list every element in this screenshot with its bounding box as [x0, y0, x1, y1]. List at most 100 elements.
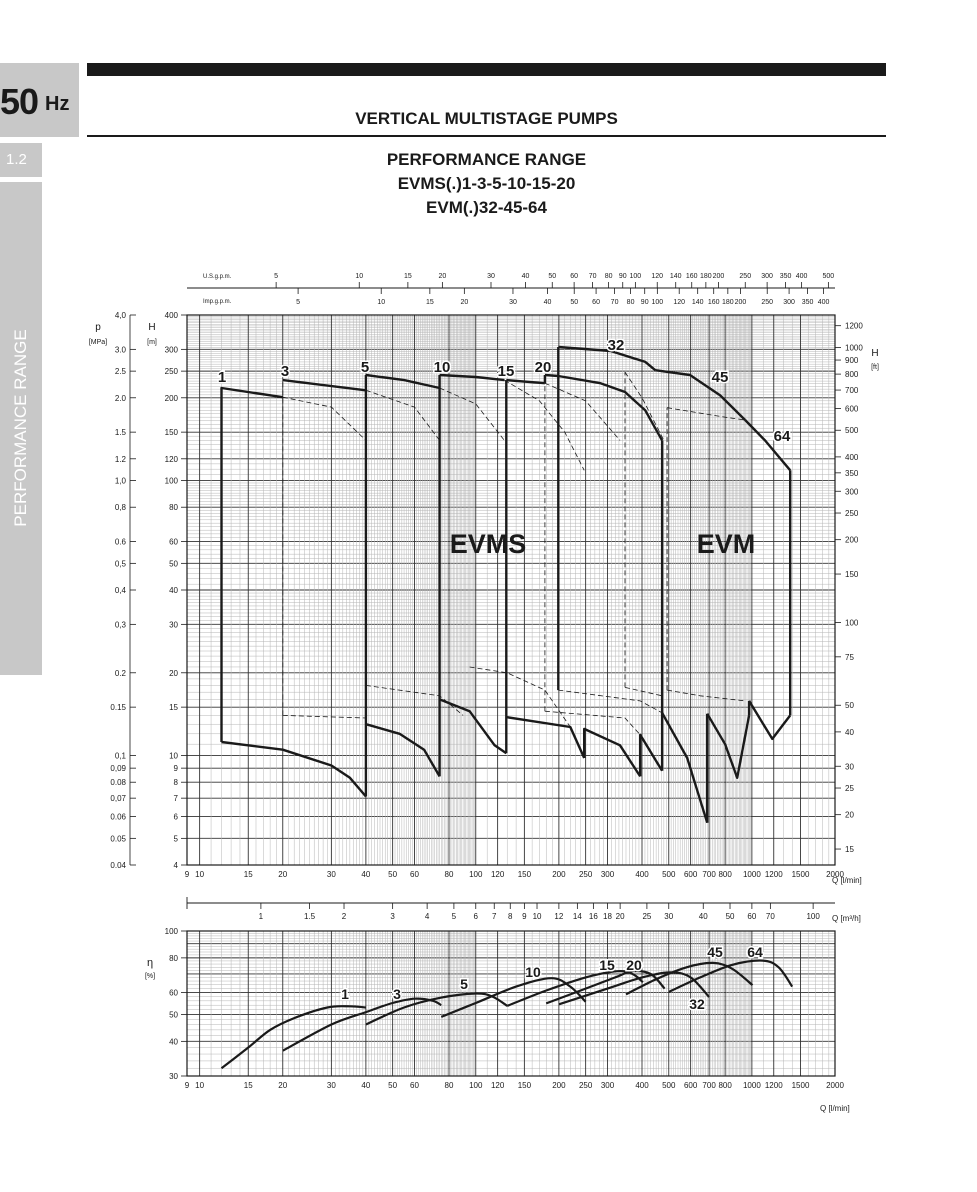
pressure-axis-tick-label: 1,0: [115, 477, 127, 486]
m3h-tick-label: 4: [425, 912, 430, 921]
head-curve-45: [706, 713, 751, 779]
ft-axis-unit: [ft]: [871, 364, 879, 371]
m3h-tick-label: 7: [492, 912, 497, 921]
m3h-tick-label: 70: [766, 912, 775, 921]
imp-gpm-tick-label: 140: [692, 299, 704, 306]
us-gpm-tick-label: 140: [670, 273, 682, 280]
head-curve-5: [365, 723, 441, 778]
q-axis-tick-label: 700: [702, 1081, 716, 1090]
efficiency-curve-5: [365, 992, 508, 1026]
pressure-axis-tick-label: 2.5: [115, 367, 127, 376]
ft-axis-tick-label: 300: [845, 487, 859, 496]
q-axis-tick-label: 2000: [826, 1081, 844, 1090]
efficiency-curve-1: [220, 1005, 366, 1070]
imp-gpm-tick-label: 400: [818, 299, 830, 306]
q-axis-tick-label: 100: [469, 1081, 483, 1090]
head-curve-32: [661, 712, 709, 824]
us-gpm-tick-label: 70: [589, 273, 597, 280]
head-curve-32: [639, 733, 664, 777]
q-axis-tick-label: 800: [718, 1081, 732, 1090]
m3h-tick-label: 10: [533, 912, 542, 921]
q-axis-tick-label: 10: [195, 1081, 204, 1090]
frequency-number: 50: [0, 81, 39, 122]
h-axis-tick-label: 120: [165, 455, 179, 464]
m3h-tick-label: 5: [452, 912, 457, 921]
us-gpm-tick-label: 250: [739, 273, 751, 280]
q-axis-tick-label: 500: [662, 1081, 676, 1090]
head-curve-10: [439, 373, 505, 382]
pressure-axis-tick-label: 0.06: [110, 813, 126, 822]
imp-gpm-tick-label: 50: [570, 299, 578, 306]
h-axis-tick-label: 8: [174, 778, 179, 787]
ft-axis-tick-label: 800: [845, 370, 859, 379]
us-gpm-tick-label: 60: [570, 273, 578, 280]
q-axis-tick-label: 1500: [792, 1081, 810, 1090]
q-axis-tick-label: 500: [662, 870, 676, 879]
head-curve-label-20: 20: [535, 359, 552, 376]
page-title: VERTICAL MULTISTAGE PUMPS: [355, 109, 618, 128]
imp-gpm-axis-label: Imp.g.p.m.: [203, 299, 232, 305]
m3h-tick-label: 1: [259, 912, 264, 921]
m3h-tick-label: 2: [342, 912, 347, 921]
m3h-tick-label: 14: [573, 912, 582, 921]
pressure-axis-tick-label: 0,5: [115, 559, 127, 568]
head-curve-label-15: 15: [498, 363, 515, 380]
q-axis-tick-label: 30: [327, 870, 336, 879]
us-gpm-tick-label: 5: [274, 273, 278, 280]
efficiency-axis-unit: [%]: [145, 973, 155, 980]
imp-gpm-tick-label: 20: [460, 299, 468, 306]
efficiency-axis-tick-label: 100: [165, 927, 179, 936]
pressure-axis-tick-label: 0.04: [110, 861, 126, 870]
q-axis-tick-label: 40: [361, 1081, 370, 1090]
h-axis-tick-label: 200: [165, 394, 179, 403]
us-gpm-tick-label: 80: [605, 273, 613, 280]
efficiency-curve-label-32: 32: [689, 996, 705, 1012]
h-axis-tick-label: 10: [169, 752, 178, 761]
q-axis-tick-label: 120: [491, 870, 505, 879]
q-axis-tick-label: 200: [552, 870, 566, 879]
efficiency-axis-tick-label: 50: [169, 1010, 178, 1019]
pressure-axis-tick-label: 0,07: [110, 794, 126, 803]
us-gpm-tick-label: 400: [796, 273, 808, 280]
imp-gpm-tick-label: 350: [802, 299, 814, 306]
head-curve-label-64: 64: [774, 428, 791, 445]
q-axis-tick-label: 9: [185, 870, 190, 879]
ft-axis-tick-label: 600: [845, 404, 859, 413]
m3h-tick-label: 20: [616, 912, 625, 921]
imp-gpm-tick-label: 250: [761, 299, 773, 306]
h-axis-tick-label: 9: [174, 764, 179, 773]
pressure-axis-tick-label: 3.0: [115, 345, 127, 354]
head-curve-32: [558, 345, 657, 372]
head-curve-dashed-3: [282, 715, 366, 719]
efficiency-curve-15: [506, 969, 644, 1007]
pressure-axis-tick-label: 0,4: [115, 586, 127, 595]
head-curve-20: [544, 373, 664, 441]
us-gpm-tick-label: 350: [780, 273, 792, 280]
pressure-axis-tick-label: 0.05: [110, 834, 126, 843]
h-axis-tick-label: 6: [174, 813, 179, 822]
m3h-tick-label: 8: [508, 912, 513, 921]
q-axis-tick-label: 1200: [765, 1081, 783, 1090]
q-axis-tick-label: 300: [601, 1081, 615, 1090]
head-curve-1: [221, 740, 367, 798]
head-curve-dashed-45: [667, 407, 746, 421]
efficiency-curve-label-15: 15: [599, 957, 615, 973]
h-axis-tick-label: 50: [169, 559, 178, 568]
q-axis-tick-label: 10: [195, 870, 204, 879]
q-axis-tick-label: 100: [469, 870, 483, 879]
q-axis-tick-label: 60: [410, 870, 419, 879]
h-axis-tick-label: 7: [174, 794, 179, 803]
m3h-tick-label: 25: [642, 912, 651, 921]
efficiency-curve-45: [625, 961, 754, 996]
q-axis-tick-label: 800: [718, 870, 732, 879]
q-axis-tick-label: 20: [278, 1081, 287, 1090]
head-curve-label-3: 3: [281, 363, 289, 380]
pressure-axis-tick-label: 0,1: [115, 752, 127, 761]
q-axis-tick-label: 600: [684, 1081, 698, 1090]
ft-axis-tick-label: 25: [845, 784, 854, 793]
head-curve-label-1: 1: [218, 369, 226, 386]
m3h-tick-label: 9: [522, 912, 527, 921]
pressure-axis-tick-label: 0,09: [110, 764, 126, 773]
ft-axis-tick-label: 100: [845, 618, 859, 627]
imp-gpm-tick-label: 40: [544, 299, 552, 306]
